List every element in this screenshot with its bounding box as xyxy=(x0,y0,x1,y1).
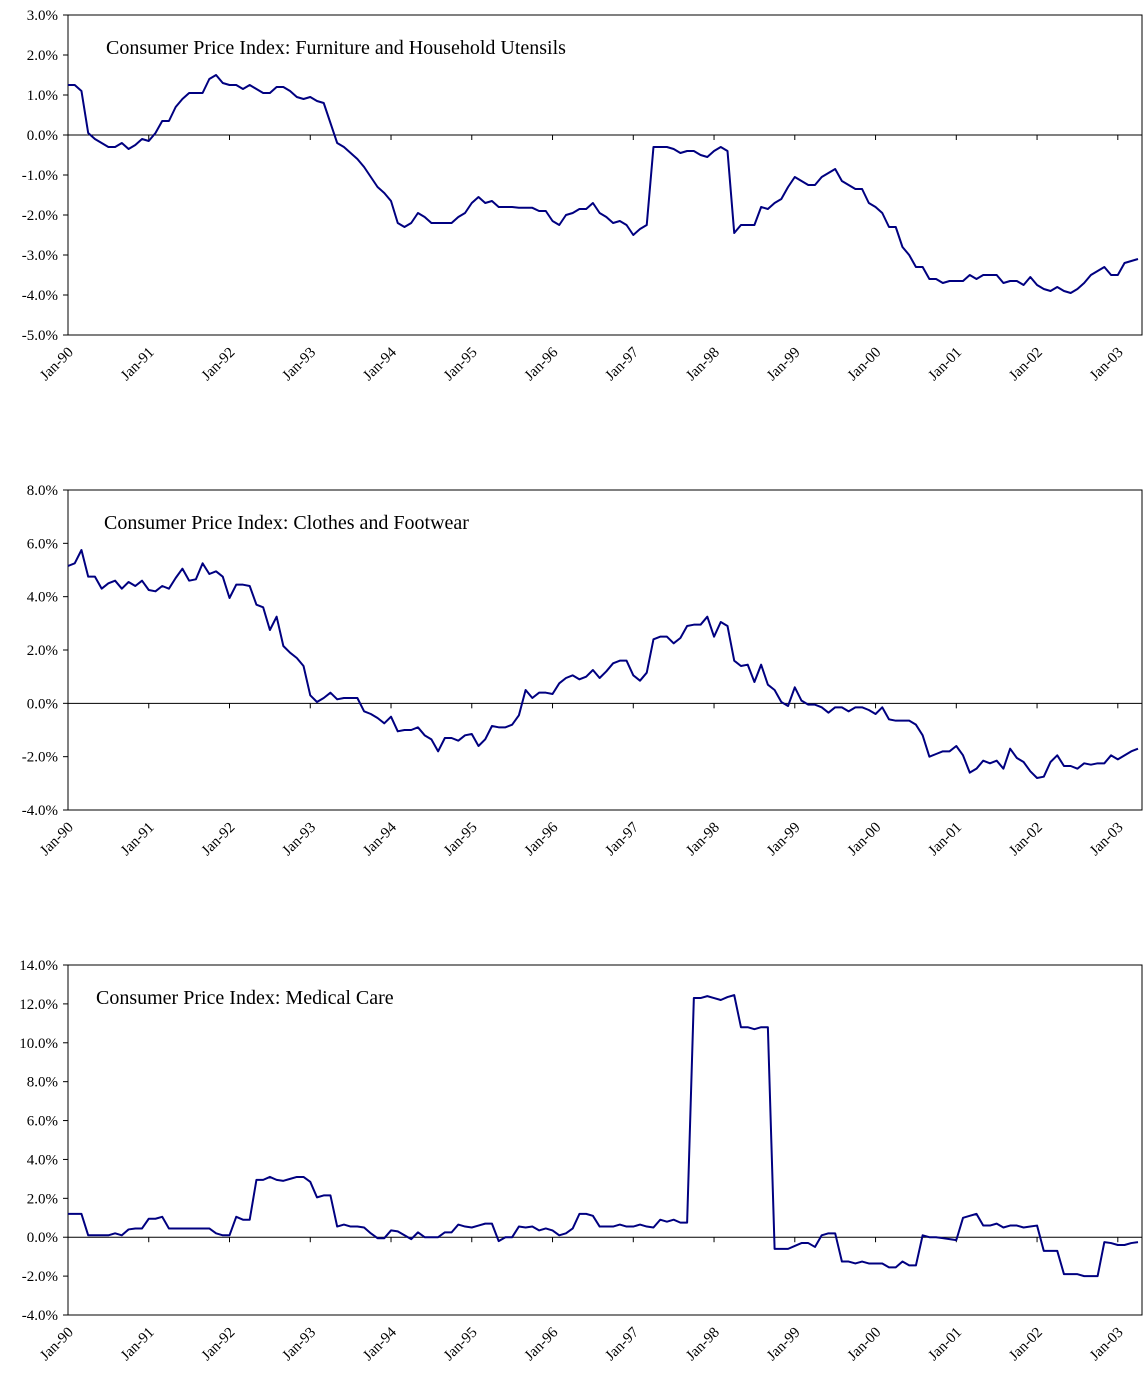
y-tick-label: -2.0% xyxy=(22,1269,58,1285)
x-tick-label: Jan-98 xyxy=(683,345,723,385)
x-tick-label: Jan-99 xyxy=(764,345,804,385)
x-tick-label: Jan-90 xyxy=(37,1325,77,1365)
x-tick-label: Jan-92 xyxy=(199,345,239,385)
y-tick-label: 10.0% xyxy=(19,1036,58,1052)
x-tick-label: Jan-94 xyxy=(360,344,400,384)
y-tick-label: -4.0% xyxy=(22,803,58,819)
chart-title: Consumer Price Index: Medical Care xyxy=(96,987,394,1009)
chart: -4.0% -2.0% 0.0% 2.0% 4.0% 6.0% 8.0% 10.0% 12.0%… xyxy=(19,958,1143,1365)
y-tick-label: -4.0% xyxy=(22,288,58,304)
x-tick-label: Jan-03 xyxy=(1087,345,1127,385)
y-tick-label: 14.0% xyxy=(19,958,58,974)
x-tick-label: Jan-01 xyxy=(926,345,966,385)
y-tick-label: 8.0% xyxy=(27,483,58,499)
x-tick-label: Jan-96 xyxy=(522,344,562,384)
x-tick-label: Jan-97 xyxy=(603,344,643,384)
y-tick-label: 4.0% xyxy=(27,1152,58,1168)
x-tick-label: Jan-90 xyxy=(37,345,77,385)
x-tick-label: Jan-98 xyxy=(683,820,723,860)
x-tick-label: Jan-99 xyxy=(764,1325,804,1365)
x-tick-label: Jan-01 xyxy=(926,820,966,860)
y-tick-label: 4.0% xyxy=(27,590,58,606)
y-tick-label: -4.0% xyxy=(22,1308,58,1324)
x-tick-label: Jan-92 xyxy=(199,1325,239,1365)
y-tick-label: -5.0% xyxy=(22,328,58,344)
y-tick-label: 2.0% xyxy=(27,48,58,64)
x-tick-label: Jan-91 xyxy=(118,1325,158,1365)
x-tick-label: Jan-00 xyxy=(845,1325,885,1365)
chart: -4.0% -2.0% 0.0% 2.0% 4.0% 6.0% 8.0% Jan-90 Jan-… xyxy=(22,483,1143,860)
plot-area xyxy=(67,14,1143,336)
x-tick-label: Jan-93 xyxy=(279,1325,319,1365)
y-tick-label: 1.0% xyxy=(27,88,58,104)
y-tick-label: -2.0% xyxy=(22,750,58,766)
y-tick-label: 8.0% xyxy=(27,1075,58,1091)
y-tick-label: 2.0% xyxy=(27,643,58,659)
x-tick-label: Jan-99 xyxy=(764,820,804,860)
y-tick-label: -2.0% xyxy=(22,208,58,224)
x-tick-label: Jan-93 xyxy=(279,820,319,860)
x-tick-label: Jan-03 xyxy=(1087,1325,1127,1365)
data-line xyxy=(68,74,1139,294)
x-tick-label: Jan-95 xyxy=(441,1325,481,1365)
y-tick-label: 6.0% xyxy=(27,1114,58,1130)
y-tick-label: 6.0% xyxy=(27,536,58,552)
y-tick-label: -3.0% xyxy=(22,248,58,264)
x-tick-label: Jan-90 xyxy=(37,820,77,860)
y-tick-label: 3.0% xyxy=(27,8,58,24)
y-tick-label: 0.0% xyxy=(27,128,58,144)
x-tick-label: Jan-97 xyxy=(603,819,643,859)
x-tick-label: Jan-95 xyxy=(441,345,481,385)
chart-title: Consumer Price Index: Furniture and Hous… xyxy=(106,37,566,59)
y-tick-label: 12.0% xyxy=(19,997,58,1013)
plot-area xyxy=(67,964,1143,1316)
x-tick-label: Jan-02 xyxy=(1006,820,1046,860)
chart-title: Consumer Price Index: Clothes and Footwe… xyxy=(104,512,469,534)
x-tick-label: Jan-94 xyxy=(360,819,400,859)
x-tick-label: Jan-95 xyxy=(441,820,481,860)
x-tick-label: Jan-00 xyxy=(845,820,885,860)
x-tick-label: Jan-91 xyxy=(118,820,158,860)
x-tick-label: Jan-96 xyxy=(522,819,562,859)
x-tick-label: Jan-96 xyxy=(522,1324,562,1364)
x-tick-label: Jan-94 xyxy=(360,1324,400,1364)
y-tick-label: 0.0% xyxy=(27,1230,58,1246)
x-tick-label: Jan-91 xyxy=(118,345,158,385)
x-tick-label: Jan-02 xyxy=(1006,1325,1046,1365)
x-tick-label: Jan-93 xyxy=(279,345,319,385)
y-tick-label: -1.0% xyxy=(22,168,58,184)
data-line xyxy=(68,994,1139,1278)
x-tick-label: Jan-92 xyxy=(199,820,239,860)
y-tick-label: 0.0% xyxy=(27,696,58,712)
x-tick-label: Jan-01 xyxy=(926,1325,966,1365)
x-tick-label: Jan-97 xyxy=(603,1324,643,1364)
x-tick-label: Jan-03 xyxy=(1087,820,1127,860)
x-tick-label: Jan-02 xyxy=(1006,345,1046,385)
data-line xyxy=(67,549,1139,779)
x-tick-label: Jan-00 xyxy=(845,345,885,385)
chart: -5.0% -4.0% -3.0% -2.0% -1.0% 0.0% 1.0% 2.0% 3.0… xyxy=(22,8,1143,385)
y-tick-label: 2.0% xyxy=(27,1191,58,1207)
x-tick-label: Jan-98 xyxy=(683,1325,723,1365)
